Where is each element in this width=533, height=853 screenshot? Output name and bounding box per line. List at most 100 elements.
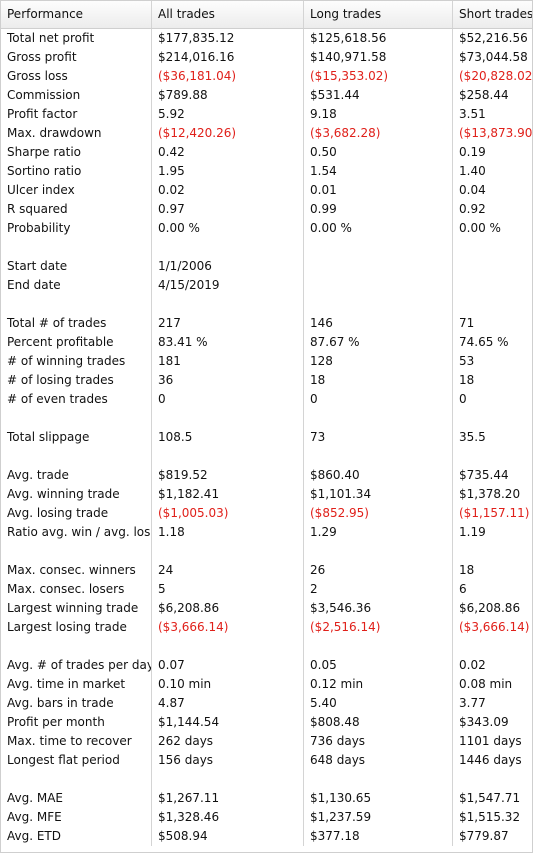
long-trades-value: $3,546.36 bbox=[310, 601, 372, 615]
long-trades-value: 648 days bbox=[310, 753, 366, 767]
short-trades-value: 0.08 min bbox=[459, 677, 513, 691]
table-row: Sharpe ratio 0.42 0.50 0.19 bbox=[1, 143, 532, 162]
table-body: Total net profit $177,835.12 $125,618.56 $5… bbox=[1, 29, 532, 846]
metric-label: Avg. ETD bbox=[7, 829, 62, 843]
all-trades-value bbox=[152, 770, 304, 789]
column-divider bbox=[151, 29, 152, 846]
table-row: # of winning trades 181 128 53 bbox=[1, 352, 532, 371]
short-trades-value: ($1,157.11) bbox=[459, 506, 530, 520]
table-row: Probability 0.00 % 0.00 % 0.00 % bbox=[1, 219, 532, 238]
long-trades-value: 87.67 % bbox=[310, 335, 360, 349]
long-trades-value: ($15,353.02) bbox=[310, 69, 389, 83]
long-trades-value: $377.18 bbox=[310, 829, 360, 843]
metric-label: Max. time to recover bbox=[7, 734, 132, 748]
metric-label: Ratio avg. win / avg. loss bbox=[7, 525, 152, 539]
long-trades-value bbox=[304, 637, 453, 656]
metric-label: Start date bbox=[7, 259, 68, 273]
all-trades-value: 24 bbox=[158, 563, 174, 577]
long-trades-value: ($2,516.14) bbox=[310, 620, 381, 634]
long-trades-value: 1.54 bbox=[310, 164, 337, 178]
metric-label: Sortino ratio bbox=[7, 164, 82, 178]
long-trades-value: 128 bbox=[310, 354, 333, 368]
all-trades-value: 4.87 bbox=[158, 696, 185, 710]
short-trades-value: $73,044.58 bbox=[459, 50, 528, 64]
short-trades-value: $258.44 bbox=[459, 88, 509, 102]
metric-label: Max. consec. losers bbox=[7, 582, 125, 596]
all-trades-value: 5.92 bbox=[158, 107, 185, 121]
long-trades-value: 9.18 bbox=[310, 107, 337, 121]
table-row: Profit per month $1,144.54 $808.48 $343.09 bbox=[1, 713, 532, 732]
long-trades-value: 0 bbox=[310, 392, 318, 406]
short-trades-value bbox=[453, 276, 532, 295]
long-trades-value bbox=[304, 257, 453, 276]
table-row: Ratio avg. win / avg. loss 1.18 1.29 1.19 bbox=[1, 523, 532, 542]
long-trades-value: $1,101.34 bbox=[310, 487, 372, 501]
column-header-long-trades[interactable]: Long trades bbox=[304, 1, 453, 28]
short-trades-value: ($20,828.02) bbox=[459, 69, 532, 83]
all-trades-value bbox=[152, 637, 304, 656]
table-row: Avg. time in market 0.10 min 0.12 min 0.08 … bbox=[1, 675, 532, 694]
short-trades-value: $52,216.56 bbox=[459, 31, 528, 45]
column-divider bbox=[303, 29, 304, 846]
table-row: Gross profit $214,016.16 $140,971.58 $73,04… bbox=[1, 48, 532, 67]
metric-label: Commission bbox=[7, 88, 81, 102]
table-row: Avg. MAE $1,267.11 $1,130.65 $1,547.71 bbox=[1, 789, 532, 808]
column-header-short-trades[interactable]: Short trades bbox=[459, 7, 532, 21]
metric-label: Probability bbox=[7, 221, 71, 235]
short-trades-value: 1446 days bbox=[459, 753, 522, 767]
short-trades-value: 35.5 bbox=[459, 430, 486, 444]
all-trades-value: 217 bbox=[158, 316, 181, 330]
table-row: Gross loss ($36,181.04) ($15,353.02) ($20,8… bbox=[1, 67, 532, 86]
long-trades-value: ($852.95) bbox=[310, 506, 369, 520]
short-trades-value bbox=[453, 257, 532, 276]
long-trades-value: 0.99 bbox=[310, 202, 337, 216]
short-trades-value: 1.19 bbox=[459, 525, 486, 539]
table-row: Percent profitable 83.41 % 87.67 % 74.65 % bbox=[1, 333, 532, 352]
metric-label: Avg. bars in trade bbox=[7, 696, 114, 710]
all-trades-value bbox=[152, 542, 304, 561]
long-trades-value bbox=[304, 238, 453, 257]
all-trades-value: 0.00 % bbox=[158, 221, 200, 235]
metric-label: Total slippage bbox=[7, 430, 90, 444]
all-trades-value: 36 bbox=[158, 373, 174, 387]
short-trades-value bbox=[453, 447, 532, 466]
metric-label: Sharpe ratio bbox=[7, 145, 81, 159]
long-trades-value bbox=[304, 276, 453, 295]
all-trades-value: ($12,420.26) bbox=[158, 126, 237, 140]
short-trades-value: 53 bbox=[459, 354, 475, 368]
table-row: Avg. bars in trade 4.87 5.40 3.77 bbox=[1, 694, 532, 713]
table-row: Total slippage 108.5 73 35.5 bbox=[1, 428, 532, 447]
short-trades-value: 3.77 bbox=[459, 696, 486, 710]
metric-label bbox=[1, 409, 152, 428]
column-header-all-trades[interactable]: All trades bbox=[152, 1, 304, 28]
all-trades-value: ($1,005.03) bbox=[158, 506, 229, 520]
short-trades-value: 1101 days bbox=[459, 734, 522, 748]
long-trades-value: $531.44 bbox=[310, 88, 360, 102]
short-trades-value: $1,378.20 bbox=[459, 487, 521, 501]
all-trades-value: $508.94 bbox=[158, 829, 208, 843]
all-trades-value: $1,328.46 bbox=[158, 810, 220, 824]
table-row: End date 4/15/2019 bbox=[1, 276, 532, 295]
table-row: Largest winning trade $6,208.86 $3,546.36 $… bbox=[1, 599, 532, 618]
short-trades-value: 71 bbox=[459, 316, 475, 330]
metric-label: R squared bbox=[7, 202, 68, 216]
long-trades-value: $140,971.58 bbox=[310, 50, 387, 64]
all-trades-value: 4/15/2019 bbox=[158, 278, 220, 292]
column-header-performance[interactable]: Performance bbox=[1, 1, 152, 28]
metric-label: Avg. losing trade bbox=[7, 506, 109, 520]
all-trades-value bbox=[152, 295, 304, 314]
all-trades-value: 0.02 bbox=[158, 183, 185, 197]
metric-label: Total net profit bbox=[7, 31, 95, 45]
metric-label: Avg. winning trade bbox=[7, 487, 120, 501]
table-row: Avg. winning trade $1,182.41 $1,101.34 $1,3… bbox=[1, 485, 532, 504]
short-trades-value: 0.00 % bbox=[459, 221, 501, 235]
metric-label bbox=[1, 542, 152, 561]
long-trades-value: $1,130.65 bbox=[310, 791, 372, 805]
all-trades-value bbox=[152, 409, 304, 428]
long-trades-value: 73 bbox=[310, 430, 326, 444]
long-trades-value: 18 bbox=[310, 373, 326, 387]
all-trades-value: 181 bbox=[158, 354, 181, 368]
long-trades-value bbox=[304, 295, 453, 314]
all-trades-value: 0.97 bbox=[158, 202, 185, 216]
all-trades-value: 0.07 bbox=[158, 658, 185, 672]
